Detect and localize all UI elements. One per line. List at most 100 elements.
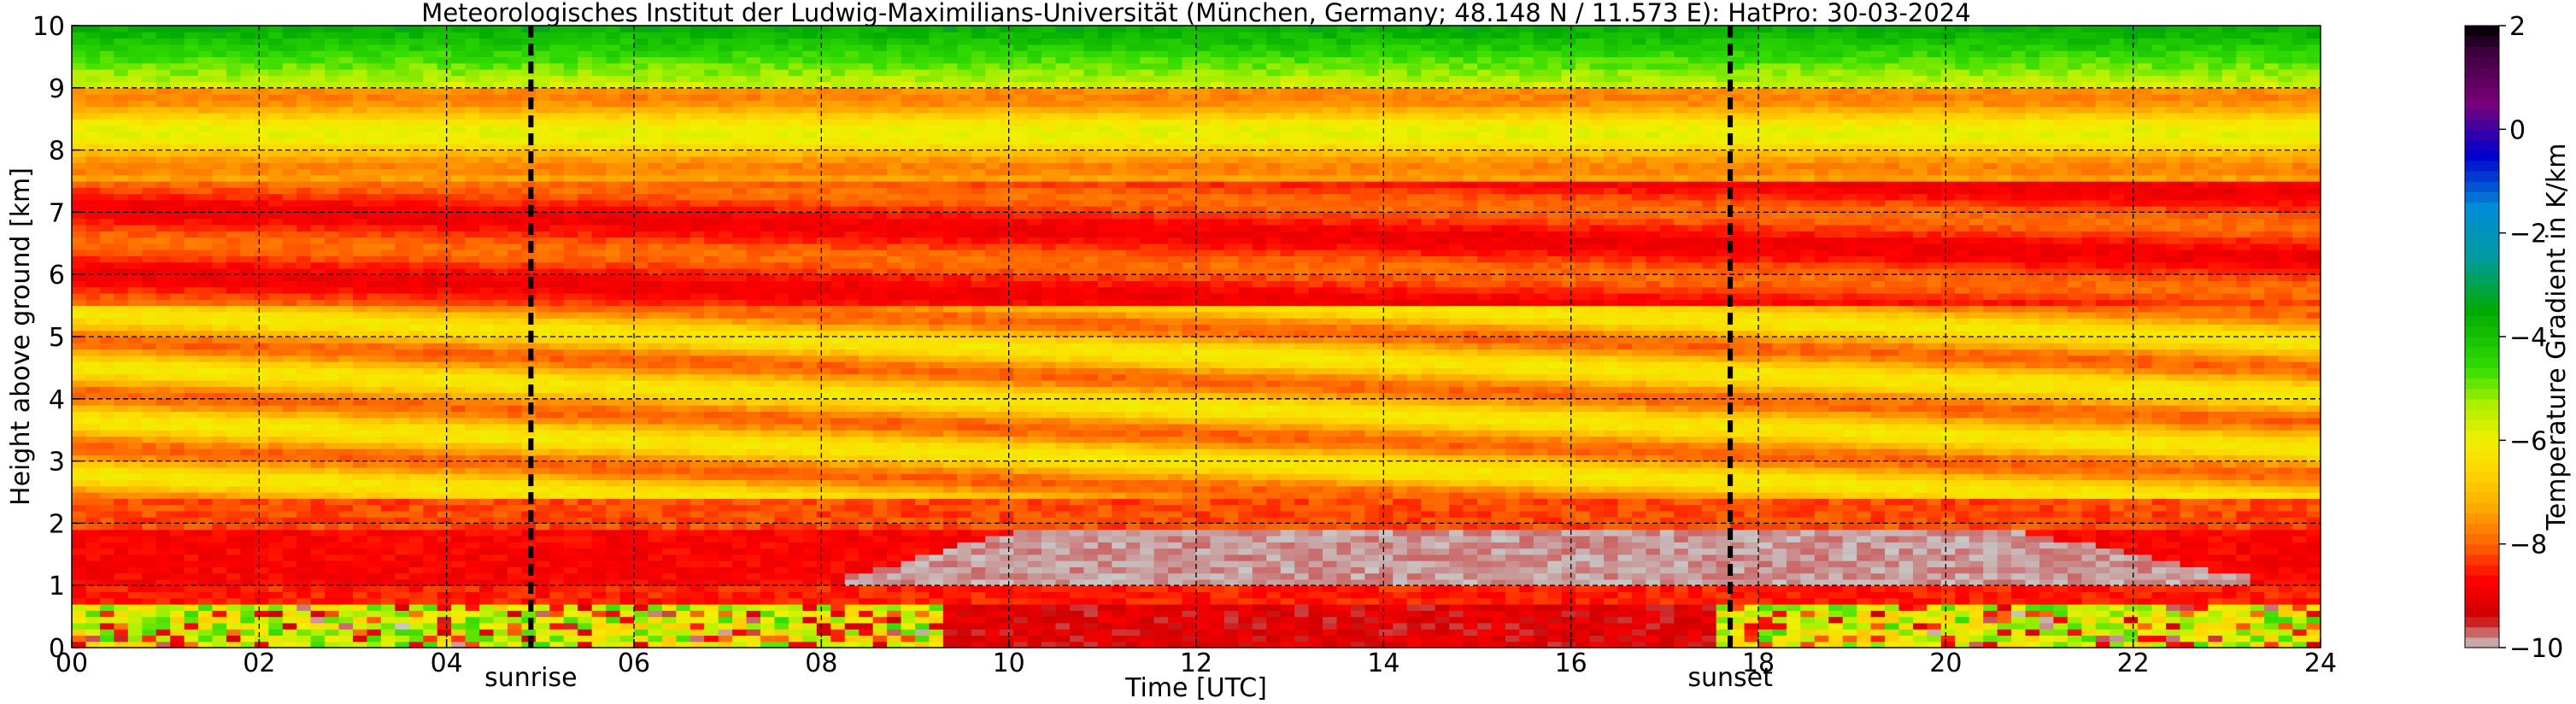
heatmap-cell [732,138,748,144]
heatmap-cell [353,237,368,244]
heatmap-cell [606,243,621,250]
heatmap-cell [493,473,508,481]
heatmap-cell [549,299,565,307]
heatmap-cell [437,566,452,574]
heatmap-cell [226,417,241,425]
heatmap-cell [718,299,733,307]
heatmap-cell [296,629,312,637]
heatmap-cell [507,498,522,506]
heatmap-cell [72,305,87,313]
heatmap-cell [325,510,340,518]
heatmap-cell [760,585,776,593]
heatmap-cell [521,237,537,244]
heatmap-cell [142,461,157,468]
heatmap-cell [563,411,578,419]
heatmap-cell [184,255,199,263]
heatmap-cell [338,231,354,238]
heatmap-cell [85,44,101,51]
heatmap-cell [549,442,565,449]
heatmap-cell [661,535,677,543]
heatmap-cell [718,119,733,126]
heatmap-cell [72,510,87,518]
heatmap-cell [127,56,143,64]
heatmap-cell [155,87,171,95]
heatmap-cell [563,523,578,531]
heatmap-cell [142,106,157,114]
heatmap-cell [451,379,466,387]
heatmap-cell [99,293,114,300]
heatmap-cell [423,542,438,549]
heatmap-cell [760,485,776,493]
heatmap-cell [85,479,101,487]
heatmap-cell [254,255,269,263]
heatmap-cell [155,224,171,232]
heatmap-cell [746,560,761,567]
heatmap-cell [367,498,382,506]
heatmap-cell [507,181,522,188]
heatmap-cell [676,417,691,425]
heatmap-cell [718,261,733,269]
heatmap-cell [155,231,171,238]
heatmap-cell [395,411,410,419]
heatmap-cell [634,479,649,487]
heatmap-cell [353,349,368,356]
heatmap-cell [254,585,269,593]
heatmap-cell [99,131,114,138]
heatmap-cell [310,218,326,226]
heatmap-cell [395,199,410,207]
heatmap-cell [732,81,748,89]
heatmap-cell [114,566,129,574]
heatmap-cell [507,405,522,412]
heatmap-cell [521,56,537,64]
heatmap-cell [184,355,199,362]
heatmap-cell [72,641,87,648]
heatmap-cell [648,398,663,406]
heatmap-cell [127,206,143,213]
heatmap-cell [437,62,452,70]
heatmap-cell [367,442,382,449]
heatmap-cell [85,430,101,437]
heatmap-cell [689,100,705,108]
heatmap-cell [85,32,101,39]
heatmap-cell [226,162,241,170]
heatmap-cell [535,485,550,493]
heatmap-cell [268,517,284,524]
heatmap-cell [325,56,340,64]
heatmap-cell [578,144,593,151]
heatmap-cell [746,280,761,288]
heatmap-cell [296,274,312,282]
heatmap-cell [226,56,241,64]
heatmap-cell [367,62,382,70]
heatmap-cell [212,604,227,611]
heatmap-cell [648,243,663,250]
heatmap-cell [72,199,87,207]
heatmap-cell [563,466,578,474]
heatmap-cell [85,411,101,419]
heatmap-cell [634,144,649,151]
heatmap-cell [212,635,227,642]
heatmap-cell [72,560,87,567]
heatmap-cell [282,517,297,524]
heatmap-cell [380,554,396,561]
heatmap-cell [718,62,733,70]
heatmap-cell [619,436,635,443]
heatmap-cell [155,411,171,419]
heatmap-cell [268,449,284,455]
heatmap-cell [338,168,354,176]
heatmap-cell [661,517,677,524]
heatmap-cell [395,280,410,288]
heatmap-cell [184,585,199,593]
heatmap-cell [310,398,326,406]
heatmap-cell [648,218,663,226]
heatmap-cell [212,68,227,76]
heatmap-cell [170,411,185,419]
heatmap-cell [353,337,368,343]
heatmap-cell [282,349,297,356]
heatmap-cell [114,386,129,394]
heatmap-cell [507,535,522,543]
heatmap-cell [423,255,438,263]
heatmap-cell [578,523,593,531]
heatmap-cell [310,641,326,648]
heatmap-cell [676,392,691,400]
heatmap-cell [549,361,565,368]
